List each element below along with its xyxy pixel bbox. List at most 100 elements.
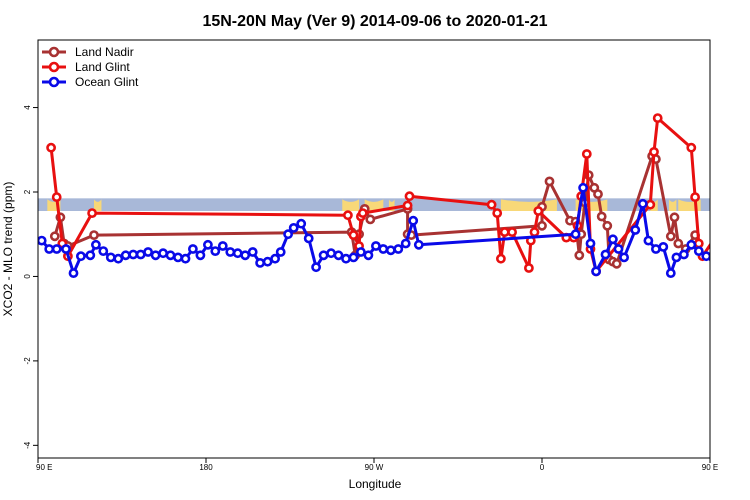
data-point xyxy=(679,249,689,260)
data-point xyxy=(311,262,321,273)
legend-entry: Ocean Glint xyxy=(42,75,139,89)
data-point xyxy=(693,246,704,256)
data-point xyxy=(333,250,344,261)
data-point xyxy=(318,250,329,261)
data-point xyxy=(283,229,293,240)
y-tick-label: -4 xyxy=(23,441,32,449)
data-point xyxy=(187,244,198,254)
data-point xyxy=(150,250,161,261)
data-point xyxy=(98,246,109,256)
data-point xyxy=(658,241,669,252)
data-point xyxy=(671,252,682,263)
data-point xyxy=(143,247,153,257)
data-point xyxy=(378,244,389,254)
data-point xyxy=(225,247,236,257)
x-tick-label: 180 xyxy=(199,463,213,472)
data-point xyxy=(113,253,124,264)
y-tick-label: 4 xyxy=(23,105,32,110)
data-point xyxy=(173,252,183,263)
data-point xyxy=(570,229,581,240)
data-point xyxy=(524,263,534,273)
data-point xyxy=(232,248,243,259)
data-point xyxy=(240,250,251,261)
legend-entry: Land Nadir xyxy=(42,45,134,59)
data-point xyxy=(486,199,497,210)
data-point xyxy=(637,198,648,209)
land-segment xyxy=(668,199,677,211)
legend-swatch-marker xyxy=(48,46,60,58)
data-point xyxy=(649,146,659,157)
x-tick-label: 90 E xyxy=(702,463,718,472)
data-point xyxy=(591,266,601,277)
data-point xyxy=(247,247,258,257)
plot-area xyxy=(38,113,710,278)
data-point xyxy=(619,252,629,263)
data-point xyxy=(645,199,656,210)
legend-swatch-marker xyxy=(48,76,60,88)
data-point xyxy=(210,246,221,256)
legend-label: Ocean Glint xyxy=(75,75,139,89)
data-point xyxy=(669,212,680,223)
data-point xyxy=(611,258,622,269)
data-point xyxy=(91,239,101,250)
data-point xyxy=(128,249,139,260)
data-point xyxy=(348,230,359,240)
y-tick-label: 2 xyxy=(23,189,32,194)
data-point xyxy=(693,238,704,249)
data-point xyxy=(51,192,62,202)
data-point xyxy=(413,239,424,250)
data-point xyxy=(342,210,353,221)
data-point xyxy=(217,241,228,251)
data-point xyxy=(643,235,654,246)
data-point xyxy=(608,234,618,245)
data-point xyxy=(370,241,381,251)
y-tick-label: 0 xyxy=(23,274,32,279)
data-point xyxy=(120,250,131,261)
data-point xyxy=(602,220,613,231)
data-point xyxy=(275,247,286,257)
x-tick-label: 90 W xyxy=(365,463,384,472)
data-point xyxy=(165,250,176,261)
y-axis-label: XCO2 - MLO trend (ppm) xyxy=(1,182,15,317)
data-point xyxy=(365,214,376,225)
data-point xyxy=(665,268,676,278)
data-point xyxy=(404,191,415,202)
data-point xyxy=(507,227,517,237)
data-point xyxy=(61,244,71,254)
data-point xyxy=(270,253,280,264)
land-segment xyxy=(94,199,102,211)
data-point xyxy=(49,231,60,242)
data-point xyxy=(686,239,697,250)
data-point xyxy=(51,244,62,254)
data-point xyxy=(574,250,585,261)
data-point xyxy=(76,251,86,262)
land-segment xyxy=(342,199,360,211)
series-ocean-glint xyxy=(38,182,710,278)
data-point xyxy=(195,250,206,261)
data-point xyxy=(585,238,596,249)
data-point xyxy=(492,208,503,218)
x-tick-label: 0 xyxy=(540,463,545,472)
data-point xyxy=(348,252,359,263)
data-point xyxy=(402,200,413,211)
data-point xyxy=(202,239,213,250)
data-point xyxy=(400,238,411,249)
data-point xyxy=(578,182,588,193)
data-point xyxy=(630,225,641,235)
data-point xyxy=(38,235,47,246)
data-point xyxy=(600,249,611,260)
data-point xyxy=(68,268,79,278)
data-point xyxy=(665,231,676,242)
legend-swatch-marker xyxy=(48,61,60,73)
legend-label: Land Nadir xyxy=(75,45,134,59)
data-point xyxy=(355,247,366,257)
data-point xyxy=(303,233,314,244)
data-point xyxy=(686,142,697,153)
data-point xyxy=(105,252,116,263)
data-point xyxy=(652,113,663,123)
data-point xyxy=(596,211,607,222)
data-point xyxy=(533,206,544,216)
x-axis-label: Longitude xyxy=(349,477,402,491)
